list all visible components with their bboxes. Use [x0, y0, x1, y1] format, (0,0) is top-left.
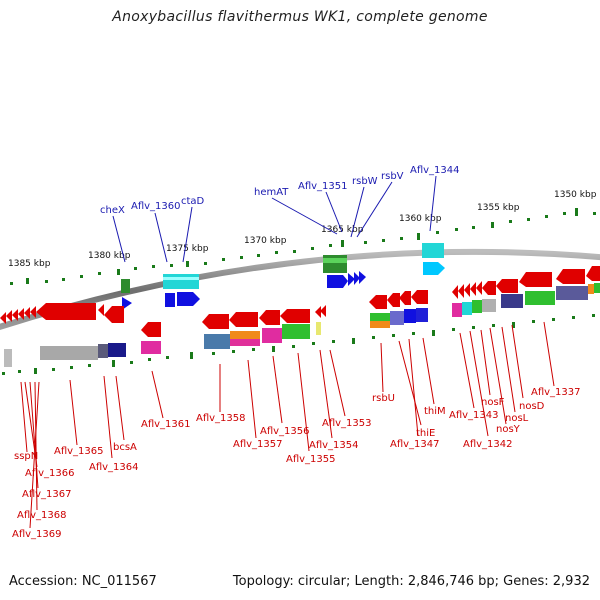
- gene-label[interactable]: Aflv_1354: [309, 440, 359, 451]
- outer-scale-ring: [10, 208, 596, 285]
- gene-label[interactable]: Aflv_1367: [22, 489, 72, 500]
- scale-label: 1350 kbp: [554, 190, 597, 200]
- gene-label[interactable]: rsbW: [352, 176, 378, 187]
- reverse-genes: [0, 266, 600, 367]
- gene-label[interactable]: thiM: [424, 406, 446, 417]
- gene-label[interactable]: Aflv_1355: [286, 454, 336, 465]
- bottom-labels: sspN Aflv_1366 Aflv_1367 Aflv_1368 Aflv_…: [12, 387, 581, 540]
- inner-scale-ring: [2, 314, 595, 375]
- scale-label: 1355 kbp: [477, 203, 520, 213]
- gene-label[interactable]: Aflv_1356: [260, 426, 310, 437]
- gene-label[interactable]: nosL: [505, 413, 529, 424]
- accession-text: Accession: NC_011567: [9, 574, 157, 589]
- gene-label[interactable]: sspN: [14, 451, 38, 462]
- scale-label: 1360 kbp: [399, 214, 442, 224]
- gene-label[interactable]: Aflv_1353: [322, 418, 372, 429]
- gene-label[interactable]: nosD: [519, 401, 545, 412]
- gene-label[interactable]: Aflv_1364: [89, 462, 139, 473]
- gene-label[interactable]: Aflv_1351: [298, 181, 348, 192]
- gene-label[interactable]: Aflv_1358: [196, 413, 246, 424]
- gene-label[interactable]: Aflv_1343: [449, 410, 499, 421]
- top-leader-lines: [112, 175, 437, 263]
- scale-label: 1385 kbp: [8, 259, 51, 269]
- genome-title: Anoxybacillus flavithermus WK1, complete…: [112, 9, 488, 25]
- gene-label[interactable]: Aflv_1342: [463, 439, 513, 450]
- top-labels: cheX Aflv_1360 ctaD hemAT Aflv_1351 rsbW…: [100, 165, 460, 216]
- gene-label[interactable]: rsbV: [381, 171, 404, 182]
- gene-label[interactable]: Aflv_1347: [390, 439, 440, 450]
- gene-label[interactable]: Aflv_1365: [54, 446, 104, 457]
- scale-label: 1380 kbp: [88, 251, 131, 261]
- gene-label[interactable]: ctaD: [181, 196, 205, 207]
- gene-label[interactable]: Aflv_1366: [25, 468, 75, 479]
- genome-summary-text: Topology: circular; Length: 2,846,746 bp…: [232, 574, 590, 589]
- gene-label[interactable]: cheX: [100, 205, 125, 216]
- gene-label[interactable]: thiE: [416, 428, 435, 439]
- forward-genes: [121, 243, 445, 310]
- gene-label[interactable]: Aflv_1369: [12, 529, 62, 540]
- scale-label: 1365 kbp: [321, 225, 364, 235]
- scale-labels: 1385 kbp 1380 kbp 1375 kbp 1370 kbp 1365…: [8, 190, 597, 269]
- gene-label[interactable]: Aflv_1337: [531, 387, 581, 398]
- gene-label[interactable]: Aflv_1368: [17, 510, 67, 521]
- gene-label[interactable]: Aflv_1361: [141, 419, 191, 430]
- gene-label[interactable]: nosF: [481, 397, 505, 408]
- gene-label[interactable]: Aflv_1360: [131, 201, 181, 212]
- gene-label[interactable]: rsbU: [372, 393, 395, 404]
- gene-label[interactable]: hemAT: [254, 187, 289, 198]
- scale-label: 1375 kbp: [166, 244, 209, 254]
- gene-label[interactable]: Aflv_1357: [233, 439, 283, 450]
- gene-label[interactable]: bcsA: [113, 442, 137, 453]
- scale-label: 1370 kbp: [244, 236, 287, 246]
- bottom-leader-lines: [20, 321, 555, 529]
- gene-label[interactable]: nosY: [496, 424, 521, 435]
- gene-label[interactable]: Aflv_1344: [410, 165, 460, 176]
